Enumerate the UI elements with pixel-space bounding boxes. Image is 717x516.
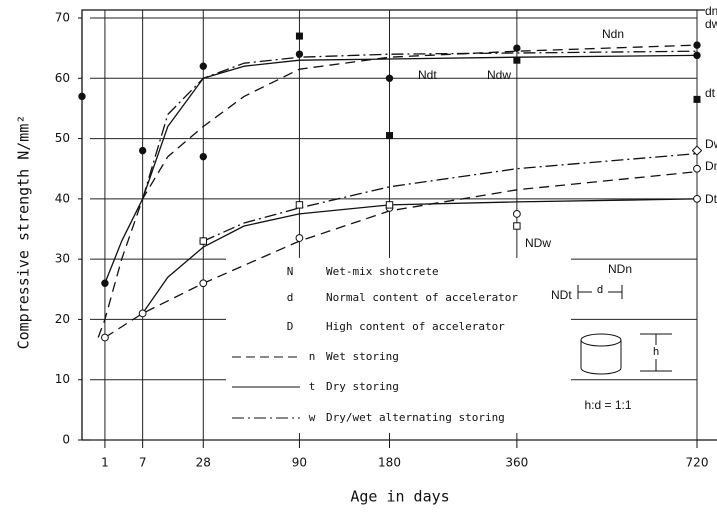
legend-text: Wet storing [326, 350, 399, 363]
series-label: Ndw [487, 68, 511, 82]
data-point [386, 75, 392, 81]
series-label: Ndt [418, 68, 437, 82]
dim-label: d [597, 283, 604, 296]
chart: Age in days Compressive strength N/mm² 0… [0, 0, 717, 516]
data-point [200, 63, 206, 69]
series-label: Ndn [602, 27, 624, 41]
legend-symbol: N [287, 265, 294, 278]
legend-text: Dry/wet alternating storing [326, 411, 505, 424]
y-tick-label: 10 [55, 372, 70, 386]
data-point [79, 93, 85, 99]
x-tick-label: 180 [378, 456, 401, 470]
end-label: Dt [705, 192, 717, 206]
x-tick-label: 7 [139, 456, 147, 470]
end-label: dn [705, 4, 717, 18]
x-tick-label: 28 [196, 456, 211, 470]
x-tick-label: 720 [686, 456, 709, 470]
data-point [102, 334, 109, 341]
data-point [200, 153, 206, 159]
data-point [694, 52, 700, 58]
legend-symbol: t [309, 380, 316, 393]
legend-text: Dry storing [326, 380, 399, 393]
data-point [513, 211, 520, 218]
end-label: Dn [705, 159, 717, 173]
x-axis-title: Age in days [350, 488, 449, 506]
data-point [102, 280, 108, 286]
y-tick-label: 50 [55, 131, 70, 145]
data-point [296, 202, 302, 208]
legend-symbol: w [309, 411, 316, 424]
data-point [296, 33, 302, 39]
data-point [694, 96, 700, 102]
data-point [296, 51, 302, 57]
y-tick-label: 30 [55, 252, 70, 266]
legend-text: Wet-mix shotcrete [326, 265, 439, 278]
data-point [200, 238, 206, 244]
y-tick-label: 70 [55, 11, 70, 25]
data-point [386, 202, 392, 208]
legend-symbol: n [309, 350, 316, 363]
y-tick-label: 0 [62, 433, 70, 447]
legend-symbol: d [287, 291, 294, 304]
data-point [139, 147, 145, 153]
data-point [139, 310, 146, 317]
series-label: NDt [551, 288, 572, 302]
legend-text: High content of accelerator [326, 320, 505, 333]
x-tick-label: 90 [292, 456, 307, 470]
end-label: dt [705, 86, 716, 100]
legend-symbol: D [287, 320, 294, 333]
ratio-label: h:d = 1:1 [584, 398, 631, 412]
y-axis-title: Compressive strength N/mm² [15, 115, 33, 350]
x-tick-label: 1 [101, 456, 109, 470]
y-tick-label: 20 [55, 312, 70, 326]
data-point [514, 45, 520, 51]
y-tick-label: 60 [55, 71, 70, 85]
end-label: Dw [705, 137, 717, 151]
data-point [200, 280, 207, 287]
x-tick-label: 360 [505, 456, 528, 470]
data-point [694, 165, 701, 172]
dim-label: h [653, 345, 660, 358]
y-tick-label: 40 [55, 191, 70, 205]
series-label: NDw [525, 236, 551, 250]
data-point [514, 57, 520, 63]
legend-text: Normal content of accelerator [326, 291, 518, 304]
data-point [296, 235, 303, 242]
data-point [694, 42, 700, 48]
data-point [514, 223, 520, 229]
legend-background [226, 258, 571, 433]
data-point [387, 133, 393, 139]
data-point [694, 195, 701, 202]
end-label: dw [705, 17, 717, 31]
series-label: NDn [608, 262, 632, 276]
